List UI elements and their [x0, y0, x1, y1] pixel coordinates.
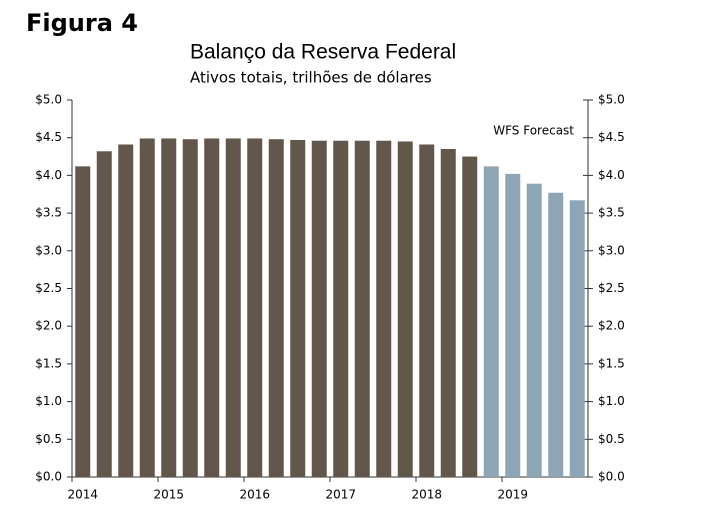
- bar: [333, 140, 349, 477]
- bar: [290, 139, 306, 477]
- y-tick-label: $1.5: [35, 356, 62, 370]
- bar: [569, 200, 585, 478]
- bar: [225, 138, 241, 478]
- bar: [440, 149, 456, 477]
- y2-tick-label: $3.5: [598, 206, 625, 220]
- y-tick-label: $0.0: [35, 470, 62, 484]
- y2-tick-label: $3.0: [598, 243, 625, 257]
- bar: [354, 140, 370, 477]
- y2-tick-label: $2.5: [598, 281, 625, 295]
- y-tick-label: $4.0: [35, 168, 62, 182]
- bar: [462, 156, 478, 478]
- bar: [75, 166, 91, 478]
- annotation: WFS Forecast: [493, 124, 574, 138]
- y2-tick-label: $2.0: [598, 319, 625, 333]
- y2-tick-label: $4.5: [598, 130, 625, 144]
- bar: [548, 192, 564, 477]
- x-tick-label: 2019: [497, 488, 528, 502]
- bar: [505, 173, 521, 477]
- bar: [311, 140, 327, 477]
- bar: [483, 166, 499, 478]
- bar: [376, 140, 392, 477]
- bar: [118, 144, 134, 477]
- figure-heading: Figura 4: [26, 9, 138, 37]
- y-tick-label: $3.5: [35, 206, 62, 220]
- y-tick-label: $2.5: [35, 281, 62, 295]
- bar: [139, 138, 155, 478]
- x-tick-label: 2016: [239, 488, 270, 502]
- bar: [204, 138, 220, 478]
- bar: [397, 141, 413, 477]
- bar: [526, 183, 542, 477]
- bar: [182, 139, 198, 477]
- bar: [268, 139, 284, 477]
- y2-tick-label: $1.5: [598, 356, 625, 370]
- x-tick-label: 2017: [325, 488, 356, 502]
- chart-title: Balanço da Reserva Federal: [190, 41, 456, 64]
- y2-tick-label: $1.0: [598, 394, 625, 408]
- bar: [247, 138, 263, 478]
- y2-tick-label: $0.5: [598, 432, 625, 446]
- y-tick-label: $0.5: [35, 432, 62, 446]
- bar: [96, 151, 112, 477]
- chart-subtitle: Ativos totais, trilhões de dólares: [190, 69, 432, 87]
- y2-tick-label: $4.0: [598, 168, 625, 182]
- x-tick-label: 2015: [153, 488, 184, 502]
- y-tick-label: $3.0: [35, 243, 62, 257]
- y-tick-label: $5.0: [35, 93, 62, 107]
- y2-tick-label: $5.0: [598, 93, 625, 107]
- y-tick-label: $1.0: [35, 394, 62, 408]
- x-tick-label: 2014: [67, 488, 98, 502]
- y-tick-label: $2.0: [35, 319, 62, 333]
- bar: [419, 144, 435, 477]
- bar: [161, 138, 177, 478]
- y2-tick-label: $0.0: [598, 470, 625, 484]
- x-tick-label: 2018: [411, 488, 442, 502]
- y-tick-label: $4.5: [35, 130, 62, 144]
